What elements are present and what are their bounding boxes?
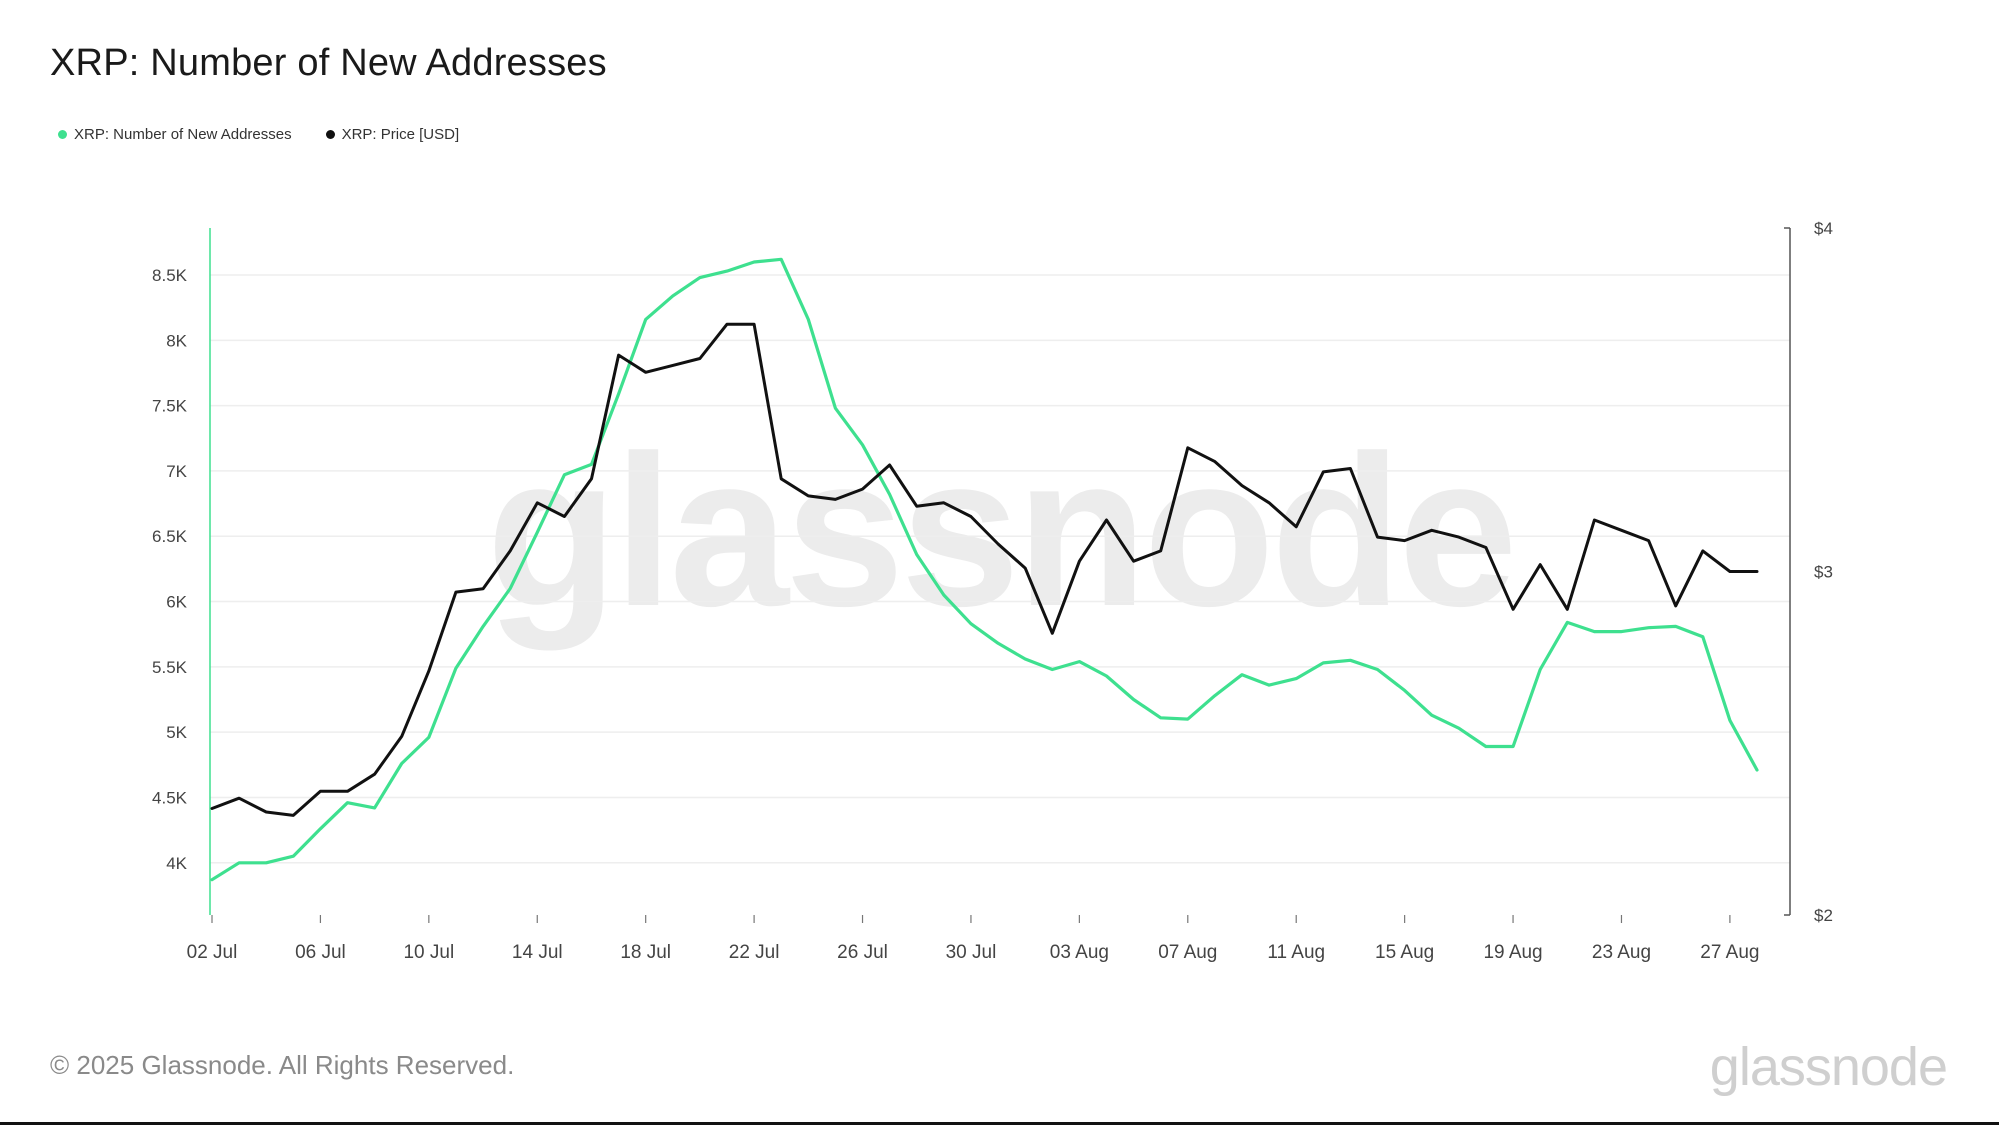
series-line-new-addresses <box>210 257 1759 882</box>
y-right-tick-label: $4 <box>1814 219 1833 238</box>
x-tick-label: 22 Jul <box>729 942 780 963</box>
x-tick-label: 19 Aug <box>1483 942 1542 963</box>
x-tick-label: 07 Aug <box>1158 942 1217 963</box>
x-tick-label: 30 Jul <box>946 942 997 963</box>
y-left-tick-label: 6.5K <box>152 527 188 546</box>
watermark-text: glassnode <box>486 410 1513 651</box>
brand-logo: glassnode <box>1709 1037 1948 1097</box>
y-left-tick-label: 4K <box>166 854 187 873</box>
x-tick-label: 14 Jul <box>512 942 563 963</box>
x-tick-label: 11 Aug <box>1267 942 1325 963</box>
legend-swatch-addresses <box>58 130 67 139</box>
x-tick-label: 06 Jul <box>295 942 346 963</box>
x-tick-label: 10 Jul <box>403 942 454 963</box>
chart-title: XRP: Number of New Addresses <box>50 42 607 84</box>
y-left-tick-label: 5K <box>166 723 187 742</box>
x-tick-label: 02 Jul <box>187 942 238 963</box>
x-tick-label: 15 Aug <box>1375 942 1434 963</box>
y-right-tick-label: $2 <box>1814 906 1833 925</box>
y-right-tick-label: $3 <box>1814 563 1833 582</box>
chart-legend: XRP: Number of New Addresses XRP: Price … <box>58 126 459 143</box>
legend-item-price[interactable]: XRP: Price [USD] <box>325 126 460 143</box>
y-left-tick-label: 5.5K <box>152 658 188 677</box>
legend-label-price: XRP: Price [USD] <box>341 126 460 143</box>
x-tick-label: 18 Jul <box>620 942 671 963</box>
y-left-tick-label: 6K <box>166 593 187 612</box>
y-left-tick-label: 7.5K <box>152 397 188 416</box>
legend-label-addresses: XRP: Number of New Addresses <box>74 126 292 143</box>
series-line-price <box>210 322 1759 817</box>
legend-swatch-price <box>325 130 335 139</box>
x-tick-label: 23 Aug <box>1592 942 1651 963</box>
y-left-tick-label: 8.5K <box>152 266 188 285</box>
x-tick-label: 27 Aug <box>1700 942 1759 963</box>
y-left-tick-label: 4.5K <box>152 788 188 807</box>
y-left-tick-label: 7K <box>166 462 187 481</box>
y-left-tick-label: 8K <box>166 331 187 350</box>
bottom-divider <box>0 1122 1999 1125</box>
x-tick-label: 26 Jul <box>837 942 888 963</box>
x-tick-label: 03 Aug <box>1050 942 1109 963</box>
copyright-footer: © 2025 Glassnode. All Rights Reserved. <box>50 1050 515 1080</box>
legend-item-addresses[interactable]: XRP: Number of New Addresses <box>58 126 292 143</box>
